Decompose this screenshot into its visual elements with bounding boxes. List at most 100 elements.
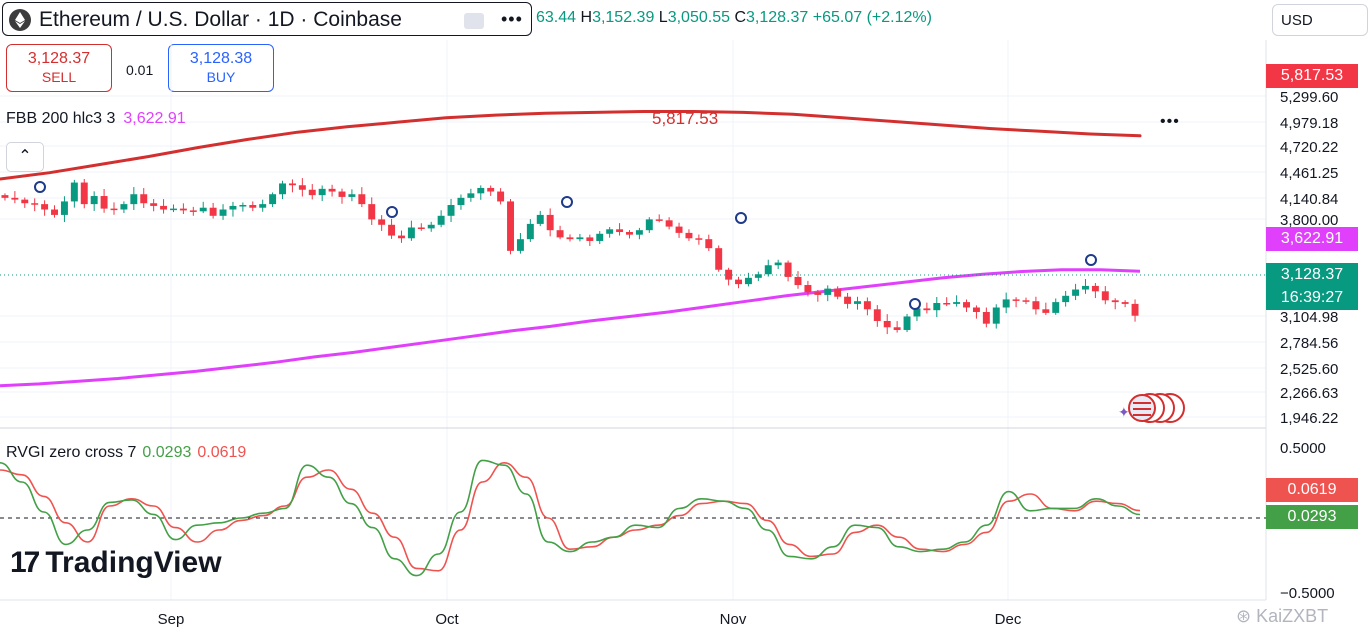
chart-header: Ethereum / U.S. Dollar · 1D · Coinbase •… — [0, 0, 1372, 40]
candle-body — [497, 191, 505, 202]
candle-body — [31, 203, 39, 205]
candle-body — [279, 183, 286, 195]
buy-button[interactable]: 3,128.38 BUY — [168, 44, 274, 92]
chart-more-icon[interactable]: ••• — [1160, 113, 1180, 130]
candle-body — [318, 188, 326, 196]
collapse-legend-button[interactable]: ⌃ — [6, 142, 44, 172]
events-icon-group: ✦ — [1118, 393, 1185, 423]
ohlc-legend: 63.44 H3,152.39 L3,050.55 C3,128.37 +65.… — [536, 9, 932, 27]
author-watermark: ⊛ KaiZXBT — [1236, 606, 1329, 626]
candle-body — [526, 223, 534, 240]
price-tick-label: 4,461.25 — [1280, 165, 1338, 182]
candle-body — [130, 194, 138, 205]
candle-body — [606, 229, 614, 234]
candle-body — [863, 301, 871, 310]
signal-markers — [34, 181, 1097, 310]
candle-body — [308, 189, 316, 196]
currency-select[interactable]: USD — [1272, 4, 1368, 36]
rvgi-value-1: 0.0293 — [142, 444, 192, 461]
candle-body — [953, 302, 961, 304]
fbb-basis-badge: 3,622.91 — [1266, 227, 1358, 251]
signal-marker — [34, 181, 46, 193]
candle-body — [1002, 299, 1010, 308]
flag-icon[interactable] — [464, 13, 484, 29]
candle-body — [873, 309, 881, 321]
ethereum-icon — [9, 9, 31, 31]
candle-body — [378, 219, 386, 225]
candle-body — [943, 303, 951, 305]
candle-body — [447, 205, 455, 216]
candle-body — [1022, 300, 1030, 302]
candle-body — [655, 219, 663, 221]
upper-band-badge: 5,817.53 — [1266, 64, 1358, 88]
more-options-icon[interactable]: ••• — [501, 9, 523, 29]
candle-body — [437, 215, 445, 225]
candle-body — [536, 214, 544, 224]
price-tick-label: 4,979.18 — [1280, 115, 1338, 132]
rvgi-main-line — [0, 459, 1141, 577]
candle-body — [804, 285, 812, 293]
sell-price: 3,128.37 — [27, 50, 91, 67]
candle-body — [834, 288, 842, 297]
tradingview-mark-icon: 17 — [10, 546, 40, 579]
candle-body — [923, 308, 931, 311]
sparkle-icon: ✦ — [1118, 404, 1130, 420]
symbol-search-pill[interactable]: Ethereum / U.S. Dollar · 1D · Coinbase •… — [2, 2, 532, 36]
candle-body — [933, 303, 941, 311]
candle-body — [814, 292, 822, 295]
candle-body — [288, 183, 296, 186]
candle-body — [487, 187, 495, 192]
low-value: 3,050.55 — [667, 9, 730, 26]
time-label: Dec — [995, 611, 1022, 628]
candle-body — [507, 201, 514, 251]
candle-body — [269, 194, 277, 205]
tradingview-wordmark: TradingView — [45, 546, 222, 579]
buy-price: 3,128.38 — [189, 50, 253, 67]
candle-body — [675, 226, 683, 233]
candle-body — [219, 209, 227, 216]
candle-body — [120, 204, 128, 210]
candle-body — [1131, 303, 1139, 316]
fbb-legend[interactable]: FBB 200 hlc3 3 3,622.91 — [6, 110, 186, 128]
price-tick-label: 3,800.00 — [1280, 212, 1338, 229]
candle-body — [754, 274, 762, 278]
candle-body — [338, 191, 346, 197]
price-tick-label: 2,525.60 — [1280, 361, 1338, 378]
candle-body — [348, 194, 356, 197]
candle-body — [1032, 301, 1040, 310]
candle-body — [467, 193, 475, 198]
candles-group — [1, 178, 1139, 335]
candle-body — [616, 229, 624, 232]
candle-body — [1082, 285, 1089, 290]
candle-body — [239, 205, 247, 207]
spread-value: 0.01 — [126, 62, 154, 78]
rvgi-legend[interactable]: RVGI zero cross 7 0.0293 0.0619 — [6, 444, 246, 462]
candle-body — [596, 233, 604, 241]
candle-body — [407, 227, 415, 239]
candle-body — [883, 320, 891, 328]
candle-body — [913, 308, 921, 317]
candle-body — [51, 209, 58, 215]
candle-body — [586, 237, 594, 241]
candle-body — [556, 230, 564, 238]
signal-marker — [909, 298, 921, 310]
price-tick-label: 3,104.98 — [1280, 309, 1338, 326]
candle-body — [1072, 289, 1080, 296]
candle-body — [705, 239, 713, 249]
candle-body — [427, 224, 435, 229]
candle-body — [368, 204, 376, 220]
rvgi-tick-label: −0.5000 — [1280, 585, 1335, 602]
candle-body — [626, 231, 633, 235]
buy-label: BUY — [206, 69, 236, 85]
candle-body — [844, 296, 852, 304]
candle-body — [249, 205, 257, 208]
candle-body — [1101, 291, 1109, 301]
candle-body — [1052, 302, 1060, 313]
tradingview-logo[interactable]: 17 TradingView — [10, 546, 222, 580]
high-label: H — [580, 9, 593, 26]
candle-body — [358, 194, 366, 205]
sell-button[interactable]: 3,128.37 SELL — [6, 44, 112, 92]
candle-body — [735, 279, 742, 285]
candle-body — [259, 204, 267, 208]
candle-body — [140, 194, 148, 204]
